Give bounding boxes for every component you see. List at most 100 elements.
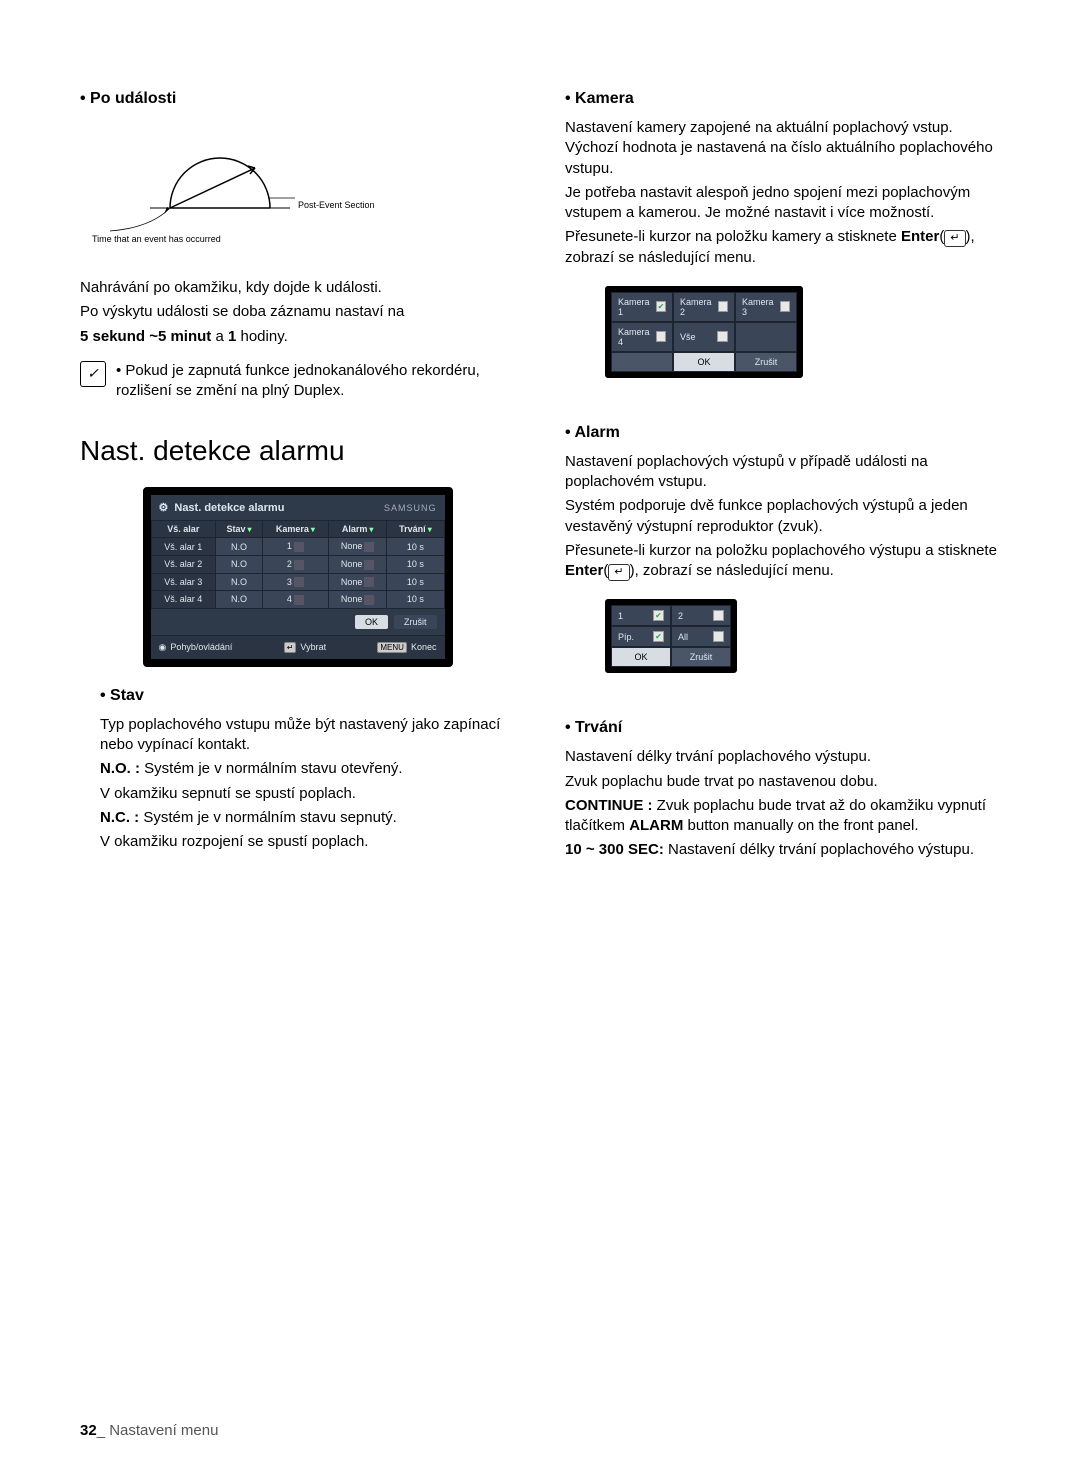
menu-button-row: OK Zrušit	[151, 609, 445, 635]
chevron-down-icon	[367, 524, 373, 534]
hdr-4: Trvání	[387, 521, 444, 538]
enter-key-icon: ↵	[284, 642, 297, 653]
hdr-1: Stav	[216, 521, 263, 538]
alarm-p2: Systém podporuje dvě funkce poplachových…	[565, 496, 1000, 537]
joystick-icon: ◉	[159, 642, 167, 653]
alarm-option[interactable]: Píp.✔	[611, 626, 671, 647]
grid-icon	[364, 577, 374, 587]
alarm-title: Alarm	[565, 424, 1000, 442]
help-move: ◉Pohyb/ovládání	[159, 642, 233, 653]
help-exit: MENUKonec	[377, 642, 436, 653]
menu-key-icon: MENU	[377, 642, 407, 653]
grid-icon	[364, 560, 374, 570]
table-row: Vš. alar 3N.O3None10 s	[151, 573, 444, 591]
alarm-section: Alarm Nastavení poplachových výstupů v p…	[565, 424, 1000, 692]
table-row: Vš. alar 4N.O4None10 s	[151, 591, 444, 609]
po-p2: Po výskytu události se doba záznamu nast…	[80, 302, 515, 322]
kamera-grid: Kamera 1✔ Kamera 2 Kamera 3 Kamera 4 Vše	[611, 292, 797, 352]
hdr-3: Alarm	[328, 521, 386, 538]
arc-event-label: Time that an event has occurred	[92, 234, 221, 244]
kamera-option[interactable]: Kamera 3	[735, 292, 797, 322]
alarm-option[interactable]: 2	[671, 605, 731, 626]
kamera-panel-buttons: OK Zrušit	[611, 352, 797, 372]
hdr-2: Kamera	[262, 521, 328, 538]
brand-logo: SAMSUNG	[384, 503, 437, 513]
trvani-title: Trvání	[565, 719, 1000, 737]
cancel-button[interactable]: Zrušit	[394, 615, 437, 629]
kamera-p2: Je potřeba nastavit alespoň jedno spojen…	[565, 183, 1000, 224]
empty-cell	[735, 322, 797, 352]
menu-header-row: Vš. alar Stav Kamera Alarm Trvání	[151, 521, 444, 538]
grid-icon	[294, 577, 304, 587]
stav-p3: V okamžiku sepnutí se spustí poplach.	[100, 784, 515, 804]
nast-section-title: Nast. detekce alarmu	[80, 435, 515, 467]
checkbox-icon	[718, 301, 728, 312]
left-column: Po události Post-Event Section	[80, 90, 515, 889]
ok-button[interactable]: OK	[673, 352, 735, 372]
kamera-option[interactable]: Kamera 2	[673, 292, 735, 322]
checkbox-icon: ✔	[653, 631, 664, 642]
po-p3: 5 sekund ~5 minut a 1 hodiny.	[80, 327, 515, 347]
trvani-p2: Zvuk poplachu bude trvat po nastavenou d…	[565, 772, 1000, 792]
kamera-title: Kamera	[565, 90, 1000, 108]
alarm-grid: 1✔ 2 Píp.✔ All	[611, 605, 731, 647]
right-column: Kamera Nastavení kamery zapojené na aktu…	[565, 90, 1000, 889]
enter-key-icon: ↵	[608, 564, 629, 581]
kamera-option[interactable]: Kamera 4	[611, 322, 673, 352]
page-number: 32	[80, 1422, 97, 1439]
stav-section: Stav Typ poplachového vstupu může být na…	[80, 687, 515, 853]
stav-p4: N.C. : Systém je v normálním stavu sepnu…	[100, 808, 515, 828]
alarm-p1: Nastavení poplachových výstupů v případě…	[565, 452, 1000, 493]
stav-title: Stav	[100, 687, 515, 705]
checkbox-icon	[713, 610, 724, 621]
alarm-option[interactable]: All	[671, 626, 731, 647]
kamera-option[interactable]: Vše	[673, 322, 735, 352]
trvani-p3: CONTINUE : Zvuk poplachu bude trvat až d…	[565, 796, 1000, 837]
trvani-p4: 10 ~ 300 SEC: Nastavení délky trvání pop…	[565, 840, 1000, 860]
alarm-p3: Přesunete-li kurzor na položku poplachov…	[565, 541, 1000, 582]
grid-icon	[364, 542, 374, 552]
cancel-button[interactable]: Zrušit	[735, 352, 797, 372]
kamera-option[interactable]: Kamera 1✔	[611, 292, 673, 322]
stav-p1: Typ poplachového vstupu může být nastave…	[100, 715, 515, 756]
ok-button[interactable]: OK	[611, 647, 671, 667]
grid-icon	[294, 560, 304, 570]
note-box: • Pokud je zapnutá funkce jednokanálovéh…	[80, 361, 515, 406]
arc-post-label: Post-Event Section	[298, 200, 375, 210]
footer-label: Nastavení menu	[109, 1422, 218, 1439]
table-row: Vš. alar 1N.O1None10 s	[151, 538, 444, 556]
hdr-0: Vš. alar	[151, 521, 216, 538]
checkbox-icon: ✔	[653, 610, 664, 621]
grid-icon	[294, 595, 304, 605]
help-select: ↵Vybrat	[284, 642, 326, 653]
po-udalosti-title: Po události	[80, 90, 515, 108]
kamera-select-panel: Kamera 1✔ Kamera 2 Kamera 3 Kamera 4 Vše…	[605, 286, 803, 378]
trvani-section: Trvání Nastavení délky trvání poplachové…	[565, 719, 1000, 860]
trvani-p1: Nastavení délky trvání poplachového výst…	[565, 747, 1000, 767]
stav-p2: N.O. : Systém je v normálním stavu otevř…	[100, 759, 515, 779]
alarm-option[interactable]: 1✔	[611, 605, 671, 626]
po-udalosti-section: Po události Post-Event Section	[80, 90, 515, 405]
spacer	[611, 352, 673, 372]
chevron-down-icon	[426, 524, 432, 534]
checkbox-icon	[656, 331, 666, 342]
alarm-select-panel: 1✔ 2 Píp.✔ All OK Zrušit	[605, 599, 737, 673]
menu-table: Vš. alar Stav Kamera Alarm Trvání Vš. al…	[151, 520, 445, 609]
alarm-panel-buttons: OK Zrušit	[611, 647, 731, 667]
chevron-down-icon	[246, 524, 252, 534]
enter-key-icon: ↵	[944, 230, 965, 247]
kamera-section: Kamera Nastavení kamery zapojené na aktu…	[565, 90, 1000, 396]
table-row: Vš. alar 2N.O2None10 s	[151, 555, 444, 573]
kamera-p1: Nastavení kamery zapojené na aktuální po…	[565, 118, 1000, 179]
grid-icon	[294, 542, 304, 552]
po-p1: Nahrávání po okamžiku, kdy dojde k událo…	[80, 278, 515, 298]
note-text: • Pokud je zapnutá funkce jednokanálovéh…	[116, 361, 515, 402]
help-row: ◉Pohyb/ovládání ↵Vybrat MENUKonec	[151, 635, 445, 659]
ok-button[interactable]: OK	[355, 615, 388, 629]
chevron-down-icon	[309, 524, 315, 534]
cancel-button[interactable]: Zrušit	[671, 647, 731, 667]
gear-icon: ⚙	[159, 501, 169, 514]
arc-svg	[100, 138, 360, 248]
kamera-p3: Přesunete-li kurzor na položku kamery a …	[565, 227, 1000, 268]
page-footer: 32_ Nastavení menu	[80, 1422, 218, 1439]
